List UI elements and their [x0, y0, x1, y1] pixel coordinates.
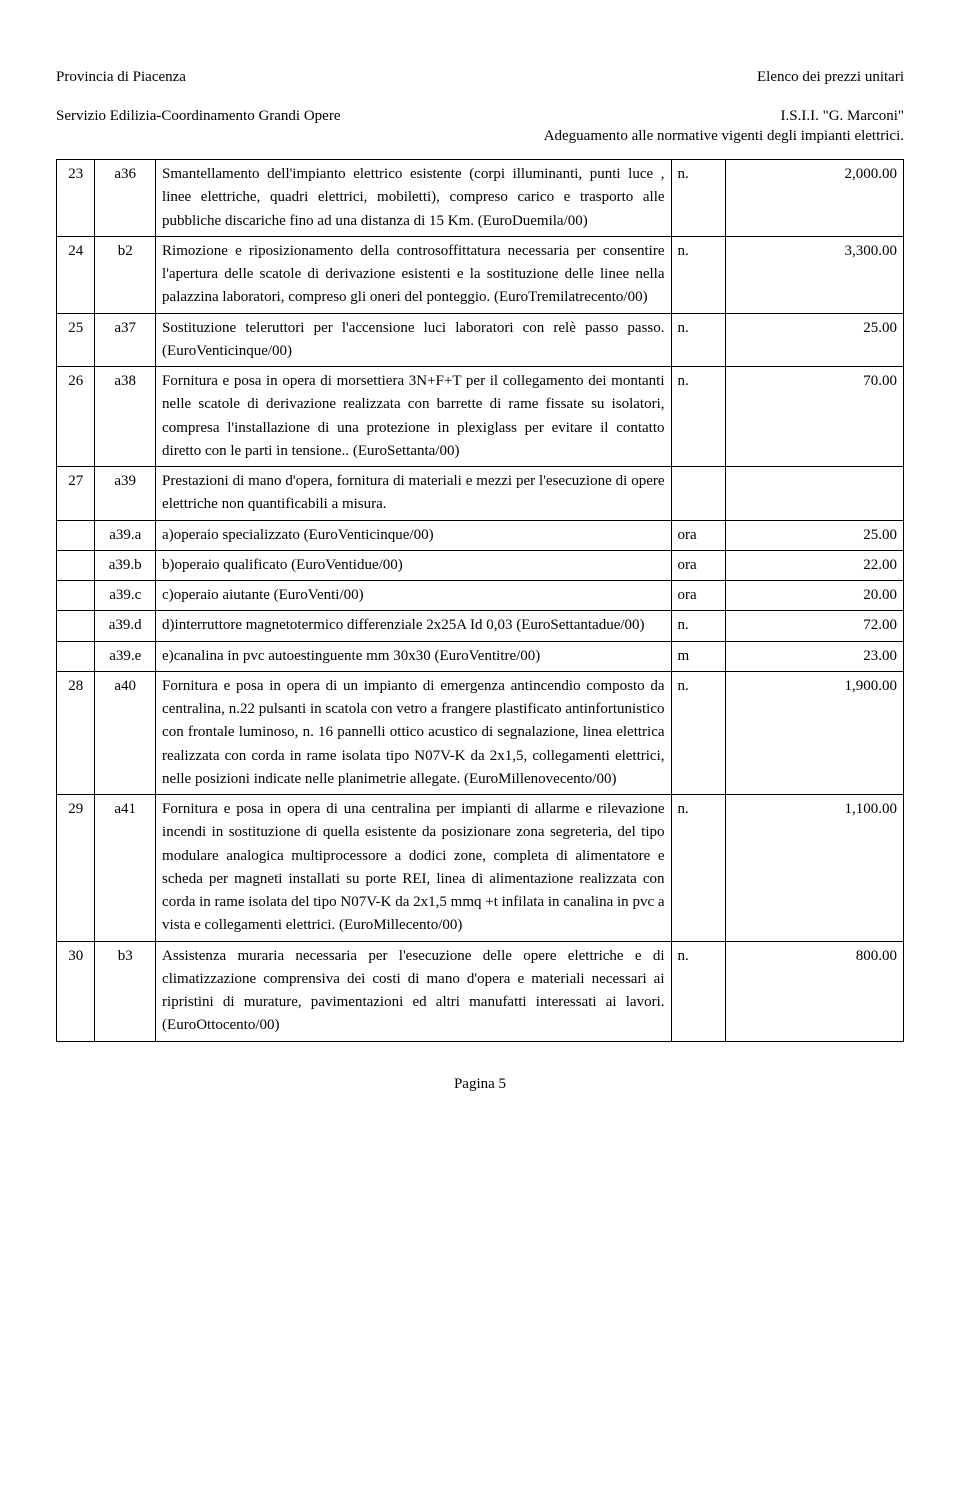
row-number — [57, 611, 95, 641]
table-row: 27a39Prestazioni di mano d'opera, fornit… — [57, 467, 904, 521]
row-price — [726, 467, 904, 521]
row-code: a39.d — [95, 611, 156, 641]
row-unit: ora — [671, 520, 726, 550]
row-description: Prestazioni di mano d'opera, fornitura d… — [156, 467, 671, 521]
row-unit: n. — [671, 313, 726, 367]
table-row: 28a40Fornitura e posa in opera di un imp… — [57, 671, 904, 794]
row-number: 28 — [57, 671, 95, 794]
table-row: 30b3Assistenza muraria necessaria per l'… — [57, 941, 904, 1041]
row-unit: n. — [671, 795, 726, 942]
page-header: Provincia di Piacenza Servizio Edilizia-… — [56, 48, 904, 126]
row-number — [57, 520, 95, 550]
row-description: d)interruttore magnetotermico differenzi… — [156, 611, 671, 641]
row-price: 2,000.00 — [726, 160, 904, 237]
row-description: Fornitura e posa in opera di una central… — [156, 795, 671, 942]
row-unit: n. — [671, 160, 726, 237]
table-row: 24b2Rimozione e riposizionamento della c… — [57, 236, 904, 313]
row-description: Fornitura e posa in opera di morsettiera… — [156, 367, 671, 467]
row-price: 23.00 — [726, 641, 904, 671]
row-number — [57, 581, 95, 611]
page: Provincia di Piacenza Servizio Edilizia-… — [0, 0, 960, 1133]
row-price: 1,100.00 — [726, 795, 904, 942]
header-left-line1: Provincia di Piacenza — [56, 69, 186, 85]
row-number: 27 — [57, 467, 95, 521]
row-description: Fornitura e posa in opera di un impianto… — [156, 671, 671, 794]
row-number: 24 — [57, 236, 95, 313]
table-row: 25a37Sostituzione teleruttori per l'acce… — [57, 313, 904, 367]
table-row: 29a41Fornitura e posa in opera di una ce… — [57, 795, 904, 942]
row-code: a39.e — [95, 641, 156, 671]
row-code: a36 — [95, 160, 156, 237]
header-right-line2: I.S.I.I. "G. Marconi" — [781, 108, 904, 124]
row-number — [57, 550, 95, 580]
row-description: Smantellamento dell'impianto elettrico e… — [156, 160, 671, 237]
row-unit: m — [671, 641, 726, 671]
row-price: 1,900.00 — [726, 671, 904, 794]
row-description: b)operaio qualificato (EuroVentidue/00) — [156, 550, 671, 580]
row-price: 3,300.00 — [726, 236, 904, 313]
row-unit: n. — [671, 236, 726, 313]
row-price: 72.00 — [726, 611, 904, 641]
row-code: a39.a — [95, 520, 156, 550]
row-price: 25.00 — [726, 313, 904, 367]
row-description: a)operaio specializzato (EuroVenticinque… — [156, 520, 671, 550]
page-footer: Pagina 5 — [56, 1076, 904, 1093]
row-code: a38 — [95, 367, 156, 467]
row-unit: n. — [671, 367, 726, 467]
row-number: 30 — [57, 941, 95, 1041]
row-number: 29 — [57, 795, 95, 942]
row-price: 22.00 — [726, 550, 904, 580]
table-row: a39.ee)canalina in pvc autoestinguente m… — [57, 641, 904, 671]
row-code: a41 — [95, 795, 156, 942]
price-table-body: 23a36Smantellamento dell'impianto elettr… — [57, 160, 904, 1042]
row-unit: n. — [671, 611, 726, 641]
row-number — [57, 641, 95, 671]
table-row: 23a36Smantellamento dell'impianto elettr… — [57, 160, 904, 237]
row-description: Assistenza muraria necessaria per l'esec… — [156, 941, 671, 1041]
table-row: 26a38Fornitura e posa in opera di morset… — [57, 367, 904, 467]
header-line3: Adeguamento alle normative vigenti degli… — [56, 128, 904, 145]
row-price: 800.00 — [726, 941, 904, 1041]
row-unit: n. — [671, 671, 726, 794]
table-row: a39.aa)operaio specializzato (EuroVentic… — [57, 520, 904, 550]
table-row: a39.bb)operaio qualificato (EuroVentidue… — [57, 550, 904, 580]
row-code: a40 — [95, 671, 156, 794]
row-description: Sostituzione teleruttori per l'accension… — [156, 313, 671, 367]
row-code: b3 — [95, 941, 156, 1041]
row-unit: ora — [671, 581, 726, 611]
row-description: Rimozione e riposizionamento della contr… — [156, 236, 671, 313]
row-code: a39.c — [95, 581, 156, 611]
row-price: 25.00 — [726, 520, 904, 550]
row-number: 26 — [57, 367, 95, 467]
row-code: a39.b — [95, 550, 156, 580]
header-left: Provincia di Piacenza Servizio Edilizia-… — [56, 48, 341, 126]
row-number: 23 — [57, 160, 95, 237]
row-unit: n. — [671, 941, 726, 1041]
price-table: 23a36Smantellamento dell'impianto elettr… — [56, 159, 904, 1042]
header-right: Elenco dei prezzi unitari I.S.I.I. "G. M… — [757, 48, 904, 126]
row-code: a37 — [95, 313, 156, 367]
row-description: e)canalina in pvc autoestinguente mm 30x… — [156, 641, 671, 671]
row-price: 70.00 — [726, 367, 904, 467]
row-number: 25 — [57, 313, 95, 367]
row-unit: ora — [671, 550, 726, 580]
table-row: a39.cc)operaio aiutante (EuroVenti/00)or… — [57, 581, 904, 611]
row-code: a39 — [95, 467, 156, 521]
row-description: c)operaio aiutante (EuroVenti/00) — [156, 581, 671, 611]
row-unit — [671, 467, 726, 521]
header-right-line1: Elenco dei prezzi unitari — [757, 69, 904, 85]
header-left-line2: Servizio Edilizia-Coordinamento Grandi O… — [56, 108, 341, 124]
row-price: 20.00 — [726, 581, 904, 611]
row-code: b2 — [95, 236, 156, 313]
table-row: a39.dd)interruttore magnetotermico diffe… — [57, 611, 904, 641]
